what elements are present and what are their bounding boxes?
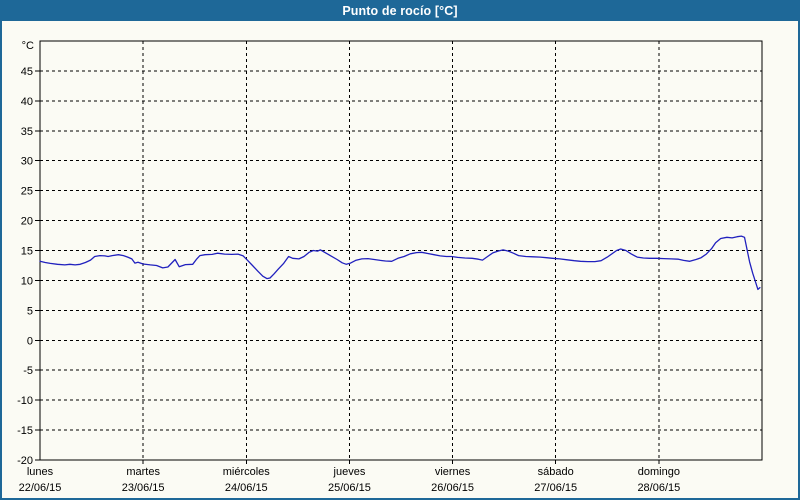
x-day-label: miércoles: [223, 466, 271, 478]
y-tick-label: -15: [17, 425, 33, 437]
plot-border: [39, 40, 763, 461]
x-day-label: martes: [126, 466, 160, 478]
x-day-label: viernes: [435, 466, 471, 478]
y-tick-label: 45: [21, 66, 33, 78]
x-date-label: 23/06/15: [122, 482, 165, 494]
y-tick-label: 0: [27, 335, 33, 347]
y-tick-label: 20: [21, 216, 33, 228]
y-tick-label: 15: [21, 246, 33, 258]
y-tick-label: 25: [21, 186, 33, 198]
dew-point-series-line: [39, 235, 761, 291]
x-day-label: lunes: [27, 466, 54, 478]
y-tick-label: 10: [21, 275, 33, 287]
y-tick-label: -10: [17, 395, 33, 407]
y-axis-unit-label: °C: [22, 40, 34, 52]
y-tick-label: -20: [17, 455, 33, 467]
chart-title-bar: Punto de rocío [°C]: [0, 0, 800, 21]
x-date-label: 27/06/15: [534, 482, 577, 494]
x-date-label: 26/06/15: [431, 482, 474, 494]
x-date-label: 28/06/15: [637, 482, 680, 494]
y-tick-label: -5: [23, 365, 33, 377]
x-day-label: jueves: [333, 466, 366, 478]
y-tick-label: 5: [27, 305, 33, 317]
y-tick-label: 35: [21, 126, 33, 138]
x-day-label: domingo: [638, 466, 680, 478]
y-tick-label: 30: [21, 156, 33, 168]
y-tick-label: 40: [21, 96, 33, 108]
x-date-label: 22/06/15: [19, 482, 62, 494]
chart-title: Punto de rocío [°C]: [342, 3, 458, 18]
x-date-label: 24/06/15: [225, 482, 268, 494]
x-day-label: sábado: [538, 466, 574, 478]
x-date-label: 25/06/15: [328, 482, 371, 494]
